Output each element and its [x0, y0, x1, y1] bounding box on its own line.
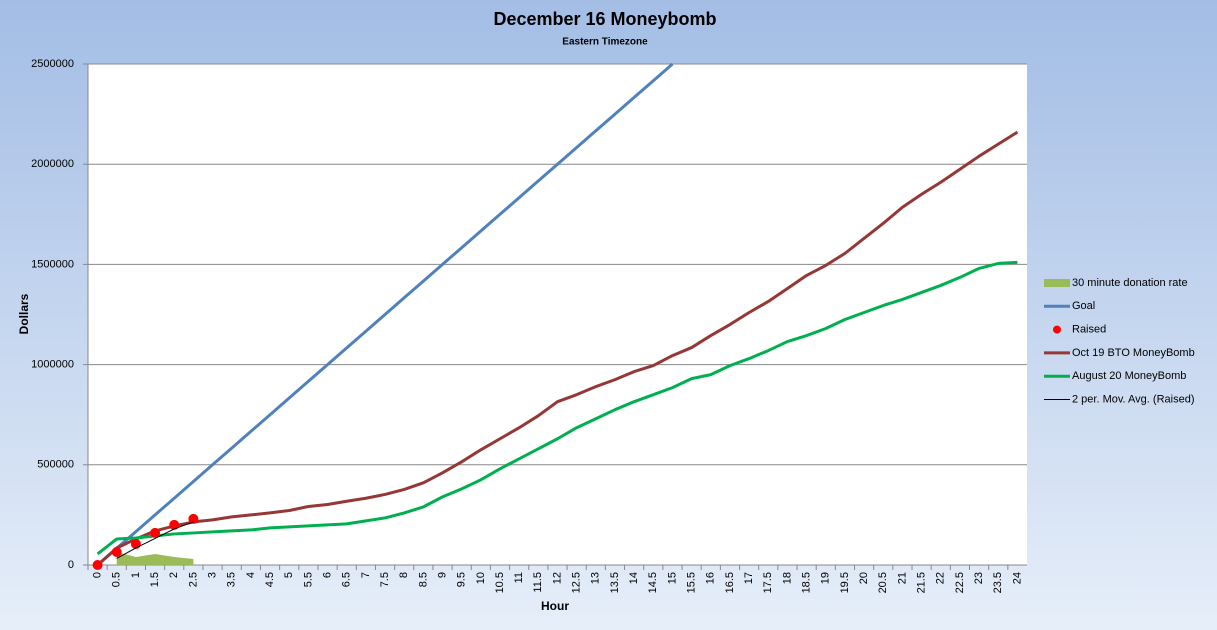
- x-tick-label: 21: [896, 572, 908, 584]
- x-tick-label: 6.5: [341, 572, 353, 587]
- x-tick-label: 12.5: [571, 572, 583, 593]
- x-tick-label: 3.5: [226, 572, 238, 587]
- point: [92, 560, 103, 570]
- x-tick-label: 6: [321, 572, 333, 578]
- x-tick-label: 8.5: [417, 572, 429, 587]
- legend-label: Oct 19 BTO MoneyBomb: [1072, 347, 1195, 359]
- x-tick-label: 1: [130, 572, 142, 578]
- point: [111, 546, 122, 557]
- x-tick-label: 14.5: [647, 572, 659, 593]
- x-tick-label: 0: [91, 572, 103, 578]
- x-tick-label: 11: [513, 572, 525, 583]
- x-tick-label: 20.5: [877, 572, 889, 593]
- x-tick-label: 14: [628, 572, 640, 584]
- x-tick-label: 5.5: [302, 572, 314, 587]
- legend-label: Goal: [1072, 300, 1095, 312]
- x-tick-label: 11.5: [532, 572, 544, 593]
- x-tick-label: 13: [590, 572, 602, 584]
- point: [169, 519, 180, 530]
- y-tick-label: 2500000: [31, 58, 74, 70]
- x-tick-label: 22.5: [954, 572, 966, 593]
- x-tick-label: 8: [398, 572, 410, 578]
- x-tick-label: 7.5: [379, 572, 391, 587]
- x-tick-label: 20: [858, 572, 870, 584]
- y-tick-label: 500000: [37, 459, 74, 471]
- chart-title: December 16 Moneybomb: [493, 9, 716, 29]
- x-tick-label: 10: [475, 572, 487, 584]
- y-tick-label: 1000000: [31, 359, 74, 371]
- x-tick-label: 0.5: [111, 572, 123, 587]
- x-tick-label: 17.5: [762, 572, 774, 593]
- y-axis-title: Dollars: [17, 293, 31, 334]
- x-tick-label: 2.5: [187, 572, 199, 587]
- x-tick-label: 2: [168, 572, 180, 578]
- x-tick-label: 15.5: [686, 572, 698, 593]
- x-tick-label: 22: [935, 572, 947, 584]
- x-tick-label: 21.5: [916, 572, 928, 593]
- plot-area: [88, 64, 1027, 565]
- x-tick-label: 18.5: [801, 572, 813, 593]
- x-tick-label: 18: [781, 572, 793, 584]
- x-tick-label: 4.5: [264, 572, 276, 587]
- area: [116, 551, 194, 565]
- line: [96, 62, 674, 567]
- y-tick-label: 0: [68, 559, 74, 571]
- x-tick-label: 24: [1011, 572, 1023, 584]
- legend-swatch: [1053, 325, 1061, 334]
- x-tick-label: 10.5: [494, 572, 506, 593]
- y-tick-label: 2000000: [31, 158, 74, 170]
- x-tick-label: 15: [666, 572, 678, 584]
- x-tick-label: 23.5: [992, 572, 1004, 593]
- x-tick-label: 17: [743, 572, 755, 584]
- legend-label: 2 per. Mov. Avg. (Raised): [1072, 393, 1194, 405]
- x-tick-label: 1.5: [149, 572, 161, 587]
- x-tick-label: 16.5: [724, 572, 736, 593]
- line: [96, 130, 1019, 567]
- x-tick-label: 5: [283, 572, 295, 578]
- line: [96, 260, 1018, 556]
- legend-swatch: [1044, 279, 1070, 287]
- x-tick-label: 23: [973, 572, 985, 584]
- y-tick-label: 1500000: [31, 258, 74, 270]
- x-tick-label: 13.5: [609, 572, 621, 593]
- x-tick-label: 4: [245, 572, 257, 578]
- legend-label: 30 minute donation rate: [1072, 277, 1188, 289]
- legend-label: Raised: [1072, 324, 1106, 336]
- x-axis-title: Hour: [541, 599, 569, 613]
- point: [150, 527, 161, 538]
- x-tick-label: 9.5: [456, 572, 468, 587]
- x-tick-label: 3: [206, 572, 218, 578]
- line: [116, 521, 194, 559]
- point: [188, 513, 199, 524]
- x-tick-label: 9: [436, 572, 448, 578]
- chart-subtitle: Eastern Timezone: [562, 37, 648, 48]
- legend-label: August 20 MoneyBomb: [1072, 370, 1186, 382]
- x-tick-label: 19: [820, 572, 832, 584]
- x-tick-label: 7: [360, 572, 372, 578]
- x-tick-label: 12: [551, 572, 563, 584]
- x-tick-label: 16: [705, 572, 717, 584]
- x-tick-label: 19.5: [839, 572, 851, 593]
